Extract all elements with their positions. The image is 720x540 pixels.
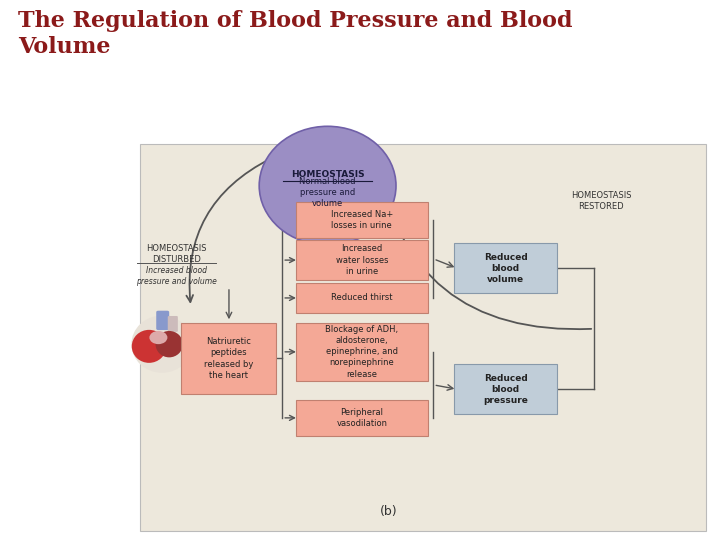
Text: Blockage of ADH,
aldosterone,
epinephrine, and
norepinephrine
release: Blockage of ADH, aldosterone, epinephrin… [325,325,398,379]
Text: Reduced thirst: Reduced thirst [331,293,392,302]
Ellipse shape [132,315,193,373]
Text: Reduced
blood
volume: Reduced blood volume [484,253,528,284]
Ellipse shape [150,331,167,344]
Text: The Regulation of Blood Pressure and Blood
Volume: The Regulation of Blood Pressure and Blo… [18,10,572,58]
FancyBboxPatch shape [168,316,178,332]
Ellipse shape [259,126,396,245]
FancyBboxPatch shape [296,322,428,381]
FancyBboxPatch shape [296,201,428,238]
FancyBboxPatch shape [296,283,428,313]
Text: Peripheral
vasodilation: Peripheral vasodilation [336,408,387,428]
FancyBboxPatch shape [454,244,557,293]
Text: Increased blood
pressure and volume: Increased blood pressure and volume [136,266,217,286]
FancyBboxPatch shape [156,310,169,330]
Ellipse shape [132,330,166,363]
Text: Increased
water losses
in urine: Increased water losses in urine [336,245,388,276]
FancyBboxPatch shape [296,240,428,280]
Text: HOMEOSTASIS
DISTURBED: HOMEOSTASIS DISTURBED [146,244,207,264]
Text: HOMEOSTASIS
RESTORED: HOMEOSTASIS RESTORED [571,191,631,211]
Text: Reduced
blood
pressure: Reduced blood pressure [483,374,528,405]
FancyBboxPatch shape [140,144,706,531]
Text: Increased Na+
losses in urine: Increased Na+ losses in urine [330,210,393,230]
FancyBboxPatch shape [181,322,276,394]
Text: (b): (b) [380,505,397,518]
Text: HOMEOSTASIS: HOMEOSTASIS [291,170,364,179]
FancyBboxPatch shape [296,400,428,436]
Ellipse shape [156,331,183,357]
Text: Normal blood
pressure and
volume: Normal blood pressure and volume [300,177,356,208]
Text: Natriuretic
peptides
released by
the heart: Natriuretic peptides released by the hea… [204,338,253,380]
FancyBboxPatch shape [454,364,557,414]
